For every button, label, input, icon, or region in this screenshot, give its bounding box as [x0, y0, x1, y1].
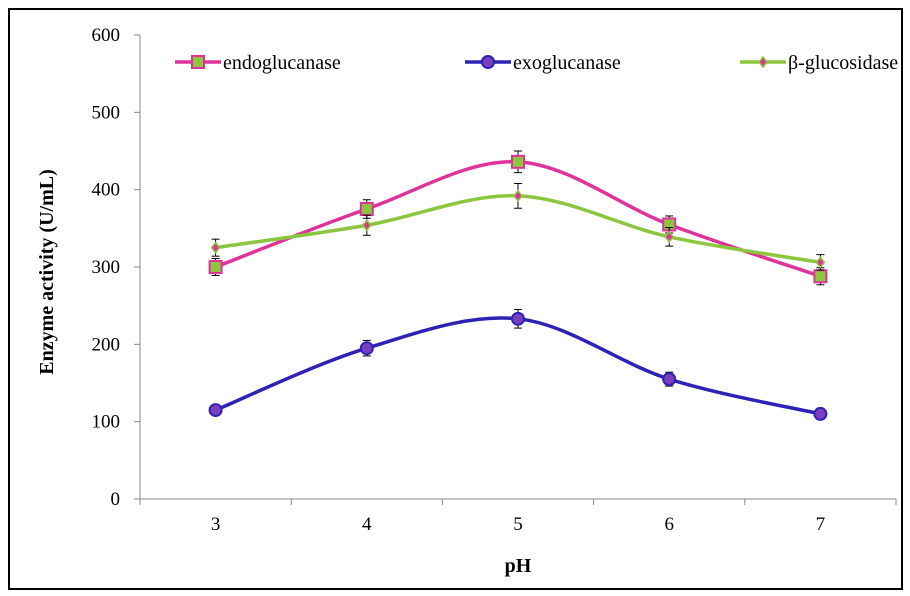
- data-point: [815, 256, 826, 269]
- y-tick-label: 500: [92, 102, 121, 123]
- y-tick-label: 0: [111, 489, 121, 510]
- series-layer: [208, 150, 828, 421]
- data-point: [662, 372, 677, 387]
- data-point: [664, 230, 675, 244]
- legend-marker: [758, 55, 768, 69]
- data-point: [361, 219, 372, 232]
- x-tick-label: 3: [211, 514, 221, 535]
- data-point: [208, 403, 223, 418]
- legend-label: exoglucanase: [513, 52, 621, 74]
- data-point: [359, 341, 374, 356]
- series-2: [210, 182, 826, 271]
- y-tick-label: 100: [92, 412, 121, 433]
- series-line: [214, 160, 821, 278]
- series-1: [208, 309, 828, 421]
- y-tick-label: 600: [92, 25, 121, 46]
- data-point: [208, 260, 223, 274]
- x-axis-title: pH: [505, 555, 532, 577]
- y-tick-label: 400: [92, 180, 121, 201]
- legend-label: endoglucanase: [223, 52, 341, 74]
- series-line: [214, 316, 821, 416]
- legend-marker: [191, 55, 205, 69]
- x-tick-label: 6: [664, 514, 674, 535]
- y-axis-title: Enzyme activity (U/mL): [36, 169, 58, 375]
- legend: endoglucanase exoglucanase β-glucosidase: [175, 52, 898, 74]
- data-point: [813, 406, 828, 421]
- legend-entry-0: endoglucanase: [175, 52, 341, 74]
- legend-label: β-glucosidase: [788, 52, 898, 74]
- data-point: [513, 189, 523, 203]
- chart-frame: [8, 8, 903, 590]
- data-point: [359, 202, 374, 216]
- legend-entry-2: β-glucosidase: [740, 52, 898, 74]
- data-point: [813, 269, 828, 284]
- data-point: [511, 311, 525, 326]
- data-point: [511, 154, 525, 169]
- legend-entry-1: exoglucanase: [465, 52, 621, 74]
- axes: 0 100 200 300 400 500 600 3 4 5 6 7: [92, 25, 897, 535]
- data-point: [210, 241, 221, 254]
- x-tick-label: 4: [362, 514, 372, 535]
- legend-marker: [481, 55, 495, 69]
- y-tick-label: 300: [92, 257, 121, 278]
- series-0: [208, 150, 828, 286]
- y-tick-label: 200: [92, 334, 121, 355]
- x-tick-label: 7: [816, 514, 826, 535]
- x-tick-label: 5: [513, 514, 523, 535]
